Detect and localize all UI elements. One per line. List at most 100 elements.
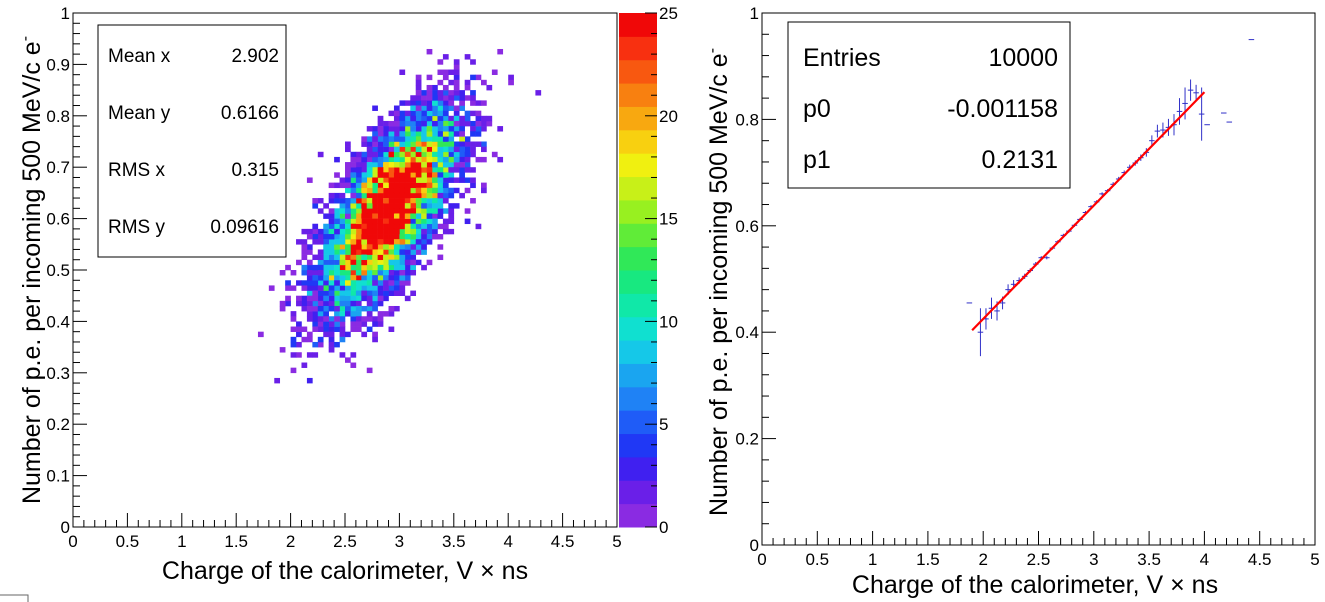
heatmap-cell [355,192,362,199]
heatmap-cell [317,234,324,240]
heatmap-cell [306,352,313,358]
heatmap-cell [415,110,422,117]
heatmap-cell [464,218,471,225]
heatmap-cell [355,182,362,189]
heatmap-cell [361,187,368,194]
heatmap-cell [399,223,406,230]
heatmap-cell [296,295,302,302]
heatmap-cell [453,167,460,173]
heatmap-cell [464,208,471,214]
heatmap-cell [350,151,357,158]
heatmap-cell [426,259,433,266]
heatmap-cell [383,167,389,173]
heatmap-cell [383,198,389,204]
stats-value-rms-x: 0.315 [231,160,279,181]
heatmap-cell [393,275,400,281]
heatmap-cell [399,162,406,168]
heatmap-cell [328,300,335,307]
heatmap-cell [470,167,476,173]
heatmap-cell [410,146,417,153]
heatmap-cell [268,285,275,291]
right-x-axis-label: Charge of the calorimeter, V × ns [852,571,1218,599]
heatmap-cell [339,285,346,291]
heatmap-cell [404,264,411,271]
heatmap-cell [323,321,329,327]
heatmap-cell [312,234,319,240]
heatmap-cell [361,218,368,225]
heatmap-cell [404,120,411,127]
heatmap-cell [399,264,406,271]
heatmap-cell [372,172,378,178]
heatmap-cell [415,120,422,127]
heatmap-cell [345,311,351,317]
heatmap-cell [366,218,373,225]
heatmap-cell [350,203,357,209]
heatmap-cell [442,136,449,142]
heatmap-cell [334,290,340,296]
heatmap-cell [442,90,449,96]
heatmap-cell [415,192,422,199]
heatmap-cell [432,203,438,209]
heatmap-cell [491,151,498,158]
heatmap-cell [426,126,433,132]
colorbar-step [619,270,657,294]
heatmap-cell [383,162,389,168]
heatmap-cell [366,290,373,296]
heatmap-cell [355,213,362,219]
heatmap-cell [312,228,319,235]
heatmap-cell [421,239,427,245]
heatmap-cell [388,223,395,230]
heatmap-cell [448,100,455,106]
heatmap-cell [426,223,433,230]
heatmap-cell [383,228,389,235]
heatmap-cell [399,275,406,281]
heatmap-cell [361,208,368,214]
heatmap-cell [306,280,313,286]
heatmap-cell [448,69,455,75]
heatmap-cell [448,172,455,178]
heatmap-cell [448,218,455,225]
heatmap-cell [345,290,351,296]
heatmap-cell [317,290,324,296]
colorbar-step [619,480,657,505]
heatmap-cell [404,198,411,204]
heatmap-cell [383,208,389,214]
heatmap-cell [334,280,340,286]
heatmap-cell [328,295,335,302]
heatmap-cell [442,192,449,199]
heatmap-cell [410,151,417,158]
heatmap-cell [334,259,340,266]
heatmap-cell [345,244,351,250]
heatmap-cell [399,203,406,209]
left-y-tick-label: 0.7 [46,158,70,177]
heatmap-cell [350,213,357,219]
profile-point [1044,256,1050,260]
heatmap-cell [421,110,427,117]
heatmap-cell [317,280,324,286]
heatmap-cell [350,187,357,194]
heatmap-cell [404,172,411,178]
heatmap-cell [410,120,417,127]
heatmap-cell [355,198,362,204]
heatmap-cell [334,295,340,302]
heatmap-cell [334,300,340,307]
heatmap-cell [399,151,406,158]
heatmap-cell [377,208,384,214]
heatmap-cell [393,203,400,209]
heatmap-cell [404,156,411,163]
heatmap-cell [426,131,433,137]
heatmap-cell [361,167,368,173]
heatmap-cell [377,187,384,194]
heatmap-cell [426,213,433,219]
heatmap-cell [377,295,384,302]
heatmap-cell [464,151,471,158]
heatmap-cell [350,300,357,307]
heatmap-cell [464,54,471,60]
heatmap-cell [312,305,319,312]
heatmap-cell [470,182,476,189]
heatmap-cell [372,331,378,338]
heatmap-cell [372,280,378,286]
heatmap-cell [415,115,422,122]
heatmap-cell [432,182,438,189]
heatmap-cell [279,347,286,353]
